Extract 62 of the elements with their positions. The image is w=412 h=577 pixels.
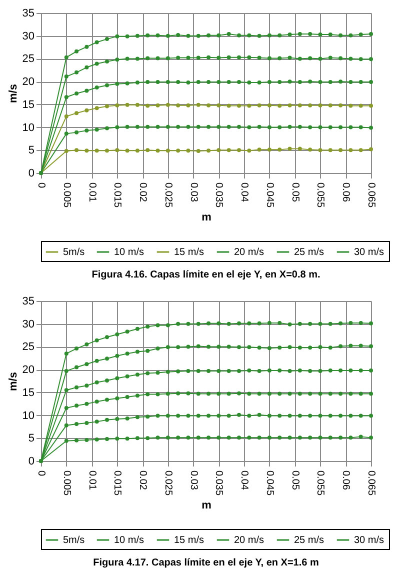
x-tick-label: 0.04 <box>238 470 250 490</box>
x-tick-label: 0.05 <box>289 470 300 490</box>
y-tick-label: 15 <box>22 98 34 111</box>
y-tick-label: 35 <box>22 8 34 20</box>
x-tick-label: 0.02 <box>137 182 148 202</box>
x-tick-label: 0.01 <box>86 182 98 202</box>
legend-label: 10 m/s <box>114 247 144 258</box>
x-tick-label: 0 <box>36 470 46 476</box>
legend-label: 25 m/s <box>294 247 324 258</box>
legend-label: 30 m/s <box>354 247 384 258</box>
x-tick-label: 0.055 <box>314 182 326 208</box>
legend-label: 30 m/s <box>354 535 384 546</box>
legend-label: 15 m/s <box>174 247 204 258</box>
x-axis-title: m <box>202 500 212 512</box>
x-tick-label: 0.01 <box>86 470 98 490</box>
y-tick-label: 10 <box>22 410 34 422</box>
y-tick-label: 30 <box>22 30 34 42</box>
legend-label: 25 m/s <box>294 535 324 546</box>
y-tick-label: 20 <box>22 76 34 88</box>
y-tick-label: 5 <box>28 432 34 445</box>
x-axis-title: m <box>202 212 212 224</box>
legend-label: 15 m/s <box>174 535 204 546</box>
y-tick-label: 0 <box>28 168 34 180</box>
y-tick-label: 15 <box>22 386 34 399</box>
y-tick-label: 25 <box>22 53 34 66</box>
x-tick-label: 0.065 <box>366 182 376 208</box>
x-tick-label: 0.05 <box>289 182 300 202</box>
x-tick-label: 0.045 <box>264 182 275 208</box>
x-tick-label: 0.065 <box>366 470 376 496</box>
text: Figura 4.16. Capas límite en el eje Y, en X=0.8 m. <box>92 270 320 280</box>
x-tick-label: 0.035 <box>213 470 224 496</box>
x-tick-label: 0.005 <box>60 182 72 208</box>
x-tick-label: 0.035 <box>213 182 224 208</box>
legend-label: 5m/s <box>63 247 85 258</box>
y-tick-label: 20 <box>22 364 34 376</box>
y-tick-label: 0 <box>28 456 34 468</box>
legend-label: 20 m/s <box>234 247 264 258</box>
legend-label: 10 m/s <box>114 535 144 546</box>
y-tick-label: 35 <box>22 296 34 308</box>
y-tick-label: 25 <box>22 341 34 354</box>
x-tick-label: 0.015 <box>112 182 123 208</box>
x-tick-label: 0 <box>36 182 46 188</box>
x-tick-label: 0.025 <box>162 470 174 496</box>
x-tick-label: 0.03 <box>188 470 199 490</box>
x-tick-label: 0.04 <box>238 182 250 202</box>
legend-label: 20 m/s <box>234 535 264 546</box>
x-tick-label: 0.055 <box>314 470 326 496</box>
y-tick-label: 10 <box>22 122 34 134</box>
y-tick-label: 5 <box>28 144 34 157</box>
y-axis-title: m/s <box>7 372 20 391</box>
x-tick-label: 0.06 <box>340 182 352 202</box>
y-tick-label: 30 <box>22 318 34 330</box>
x-tick-label: 0.06 <box>340 470 352 490</box>
x-tick-label: 0.02 <box>137 470 148 490</box>
x-tick-label: 0.045 <box>264 470 275 496</box>
x-tick-label: 0.015 <box>112 470 123 496</box>
y-axis-title: m/s <box>7 84 20 103</box>
x-tick-label: 0.03 <box>188 182 199 202</box>
legend-label: 5m/s <box>63 535 85 546</box>
text: Figura 4.17. Capas límite en el eje Y, en X=1.6 m <box>93 558 319 568</box>
x-tick-label: 0.025 <box>162 182 174 208</box>
x-tick-label: 0.005 <box>60 470 72 496</box>
